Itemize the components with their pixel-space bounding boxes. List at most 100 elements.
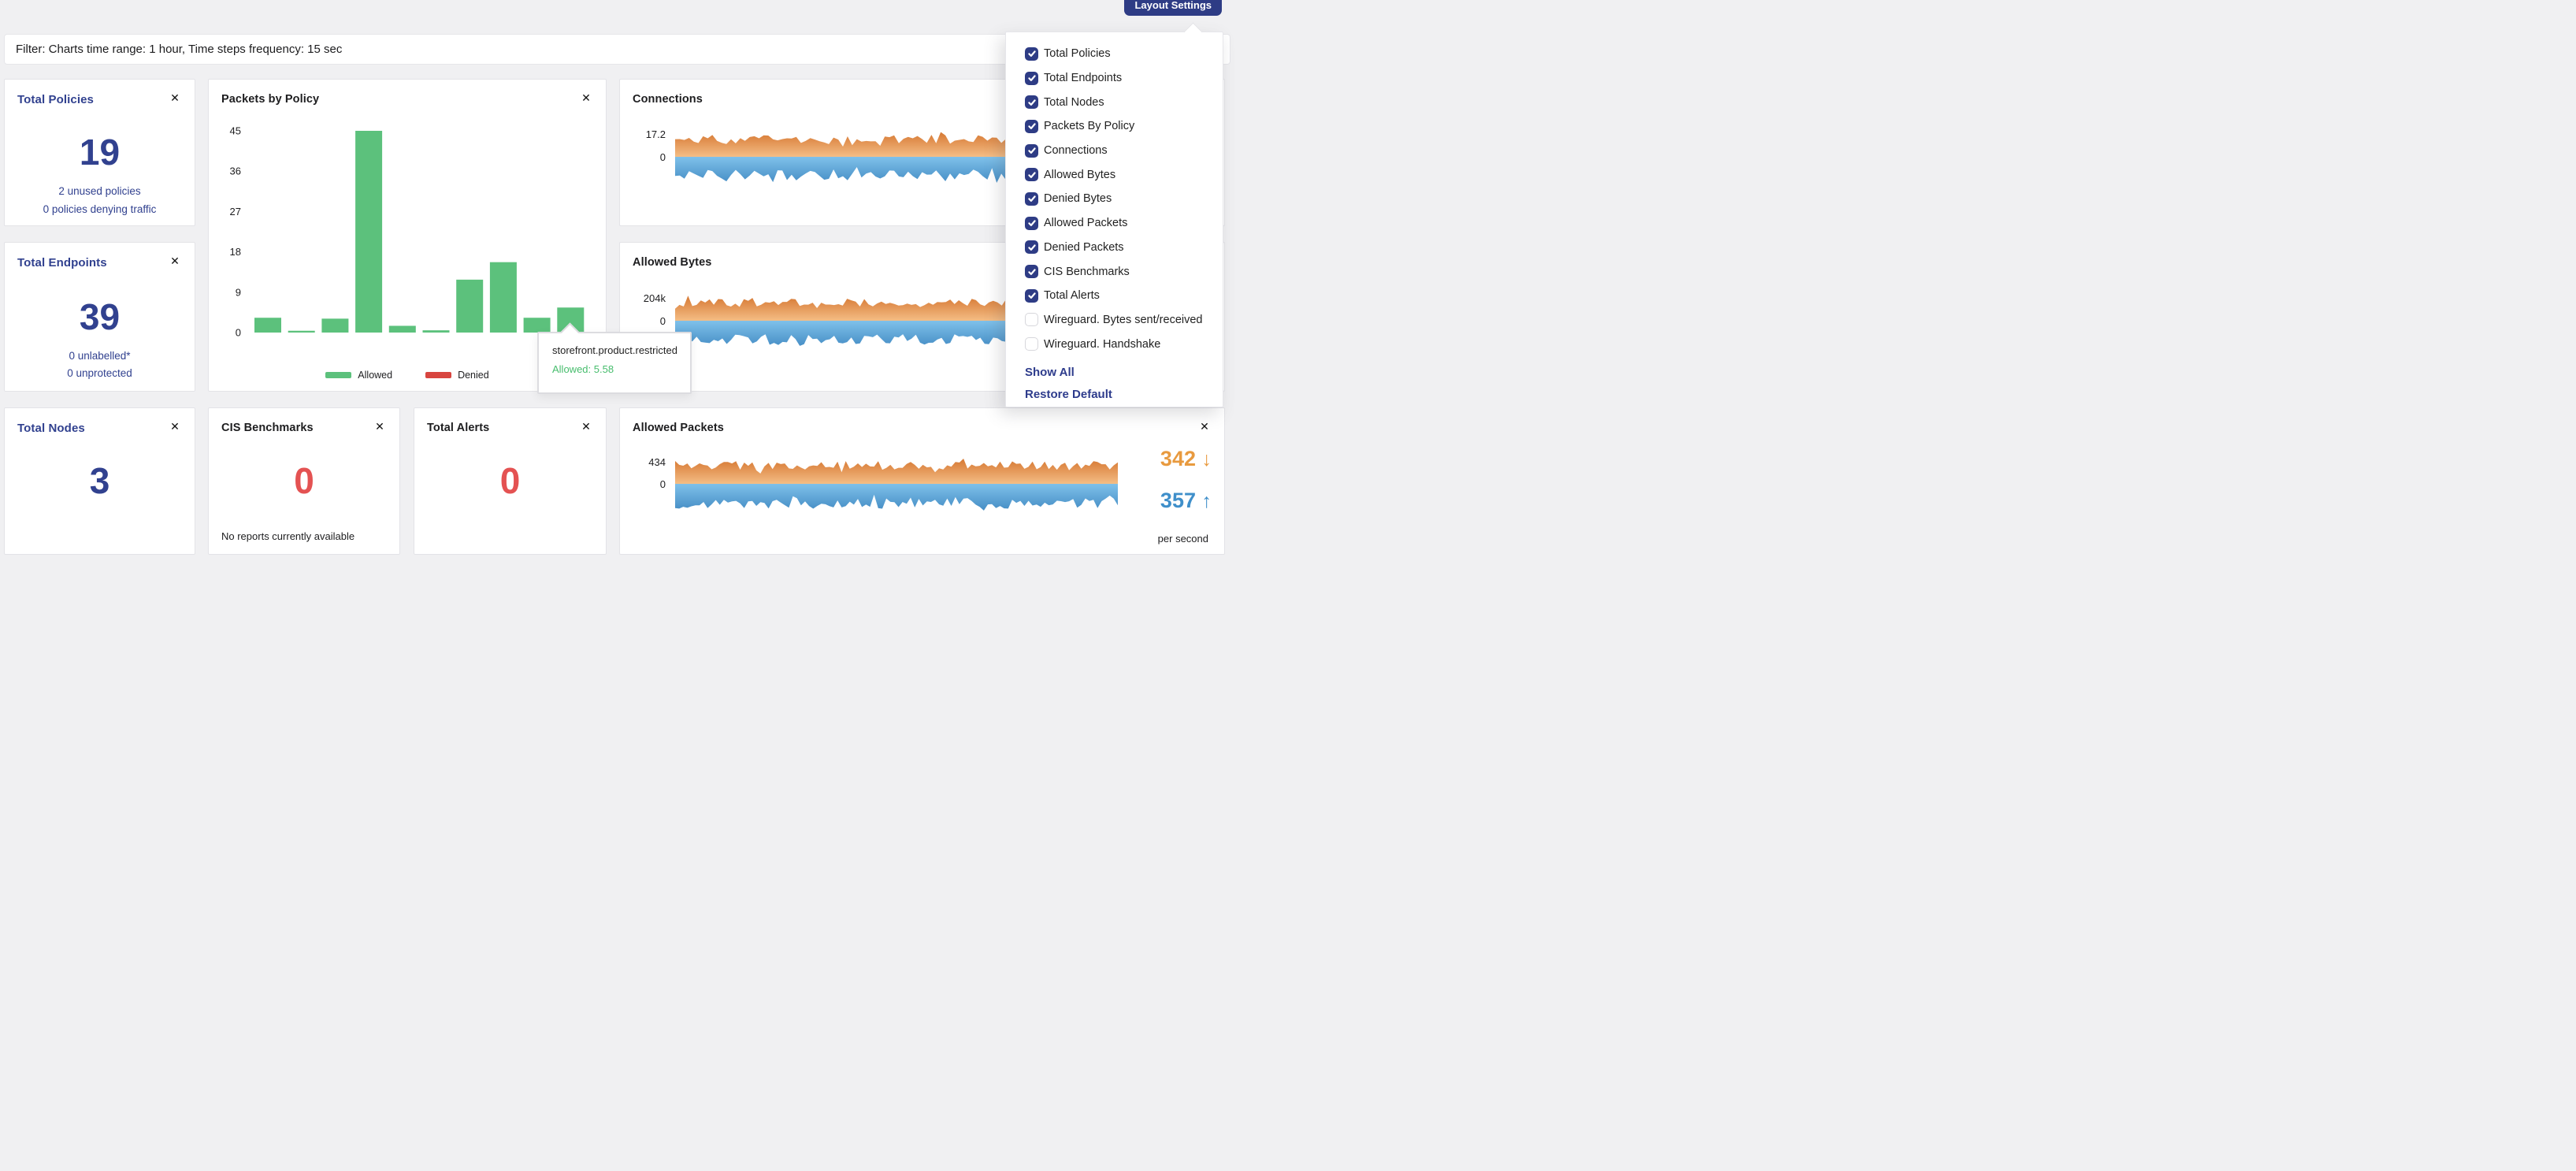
per-second-label: per second <box>1157 533 1208 545</box>
unlabelled-link[interactable]: 0 unlabelled* <box>69 350 131 362</box>
unprotected-link[interactable]: 0 unprotected <box>67 367 132 379</box>
legend-item-allowed[interactable]: Allowed <box>325 370 392 381</box>
allowed-packets-area-chart[interactable] <box>675 454 1118 517</box>
denying-policies-link[interactable]: 0 policies denying traffic <box>43 203 157 215</box>
layout-option-total-policies[interactable]: Total Policies <box>1025 42 1223 66</box>
checkbox-checked-icon[interactable] <box>1025 216 1038 230</box>
total-policies-title: Total Policies <box>17 93 94 106</box>
packets-by-policy-title: Packets by Policy <box>221 93 320 106</box>
svg-text:36: 36 <box>230 165 241 177</box>
allowed-bytes-title: Allowed Bytes <box>633 256 712 269</box>
bar-4 <box>388 325 416 333</box>
layout-option-label: CIS Benchmarks <box>1044 265 1130 278</box>
total-policies-value: 19 <box>79 132 121 173</box>
close-icon[interactable]: ✕ <box>581 420 591 433</box>
svg-text:18: 18 <box>230 246 241 258</box>
chart-legend: Allowed Denied <box>209 370 606 381</box>
layout-option-label: Connections <box>1044 144 1108 158</box>
layout-option-denied-packets[interactable]: Denied Packets <box>1025 236 1223 260</box>
arrow-up-icon: ↑ <box>1201 490 1212 512</box>
svg-text:0: 0 <box>236 327 241 339</box>
layout-option-cis-benchmarks[interactable]: CIS Benchmarks <box>1025 259 1223 284</box>
layout-option-label: Total Nodes <box>1044 95 1104 109</box>
bar-1 <box>288 330 315 333</box>
tooltip-allowed-value: Allowed: 5.58 <box>552 363 614 375</box>
allowed-packets-title: Allowed Packets <box>633 422 724 434</box>
chart-tooltip: storefront.product.restricted Allowed: 5… <box>537 322 692 394</box>
close-icon[interactable]: ✕ <box>375 420 384 433</box>
cis-benchmarks-value: 0 <box>294 460 314 501</box>
layout-option-packets-by-policy[interactable]: Packets By Policy <box>1025 114 1223 139</box>
checkbox-checked-icon[interactable] <box>1025 143 1038 158</box>
layout-option-connections[interactable]: Connections <box>1025 139 1223 163</box>
bar-0 <box>254 318 281 333</box>
checkbox-checked-icon[interactable] <box>1025 119 1038 133</box>
bar-6 <box>456 279 484 333</box>
unused-policies-link[interactable]: 2 unused policies <box>58 185 141 197</box>
layout-settings-button[interactable]: Layout Settings <box>1124 0 1222 16</box>
layout-option-label: Allowed Bytes <box>1044 168 1116 181</box>
layout-option-label: Total Alerts <box>1044 289 1100 303</box>
bar-3 <box>355 131 383 333</box>
checkbox-checked-icon[interactable] <box>1025 168 1038 182</box>
y-axis-max-label: 434 <box>648 456 666 468</box>
total-nodes-title: Total Nodes <box>17 422 85 435</box>
svg-text:45: 45 <box>230 125 241 137</box>
restore-default-link[interactable]: Restore Default <box>1025 387 1112 401</box>
cis-benchmarks-card: CIS Benchmarks ✕ 0 No reports currently … <box>208 407 400 555</box>
checkbox-checked-icon[interactable] <box>1025 191 1038 206</box>
layout-option-label: Allowed Packets <box>1044 217 1128 230</box>
layout-option-total-nodes[interactable]: Total Nodes <box>1025 90 1223 114</box>
total-nodes-value: 3 <box>89 460 110 501</box>
close-icon[interactable]: ✕ <box>170 420 180 433</box>
layout-option-allowed-packets[interactable]: Allowed Packets <box>1025 211 1223 236</box>
legend-swatch <box>425 372 452 378</box>
allowed-packets-panel: Allowed Packets ✕ 434 0 342 ↓ 357 ↑ per … <box>619 407 1225 555</box>
legend-item-denied[interactable]: Denied <box>425 370 489 381</box>
bar-2 <box>321 318 349 333</box>
checkbox-unchecked-icon[interactable] <box>1025 313 1038 327</box>
checkbox-unchecked-icon[interactable] <box>1025 337 1038 351</box>
legend-label: Allowed <box>358 370 393 381</box>
svg-text:9: 9 <box>236 286 241 298</box>
checkbox-checked-icon[interactable] <box>1025 240 1038 255</box>
svg-text:27: 27 <box>230 206 241 217</box>
layout-option-total-alerts[interactable]: Total Alerts <box>1025 284 1223 308</box>
layout-option-label: Packets By Policy <box>1044 120 1135 133</box>
total-endpoints-value: 39 <box>79 296 121 337</box>
packets-received-stat: 342 ↓ <box>1160 447 1212 470</box>
tooltip-policy-name: storefront.product.restricted <box>552 344 677 356</box>
close-icon[interactable]: ✕ <box>170 255 180 267</box>
layout-option-wireguard-handshake[interactable]: Wireguard. Handshake <box>1025 332 1223 356</box>
checkbox-checked-icon[interactable] <box>1025 46 1038 61</box>
dropdown-caret <box>1183 22 1203 42</box>
layout-option-allowed-bytes[interactable]: Allowed Bytes <box>1025 162 1223 187</box>
layout-option-label: Total Endpoints <box>1044 72 1123 85</box>
layout-option-total-endpoints[interactable]: Total Endpoints <box>1025 66 1223 91</box>
show-all-link[interactable]: Show All <box>1025 365 1075 379</box>
legend-label: Denied <box>458 370 489 381</box>
legend-swatch <box>325 372 352 378</box>
layout-option-label: Total Policies <box>1044 47 1111 61</box>
checkbox-checked-icon[interactable] <box>1025 95 1038 110</box>
checkbox-checked-icon[interactable] <box>1025 265 1038 279</box>
cis-benchmarks-note: No reports currently available <box>221 530 355 542</box>
bar-7 <box>489 262 517 333</box>
close-icon[interactable]: ✕ <box>1200 420 1209 433</box>
layout-option-label: Denied Packets <box>1044 240 1124 254</box>
layout-option-label: Wireguard. Bytes sent/received <box>1044 313 1203 326</box>
y-axis-zero-label: 0 <box>659 478 666 490</box>
bar-5 <box>422 330 450 333</box>
layout-option-denied-bytes[interactable]: Denied Bytes <box>1025 187 1223 211</box>
total-endpoints-card: Total Endpoints ✕ 39 0 unlabelled* 0 unp… <box>4 242 195 392</box>
layout-option-label: Denied Bytes <box>1044 192 1112 206</box>
close-icon[interactable]: ✕ <box>581 91 591 104</box>
bar-8 <box>523 318 551 333</box>
layout-option-wireguard-bytes-sent-received[interactable]: Wireguard. Bytes sent/received <box>1025 308 1223 333</box>
checkbox-checked-icon[interactable] <box>1025 71 1038 85</box>
checkbox-checked-icon[interactable] <box>1025 288 1038 303</box>
filter-text: Filter: Charts time range: 1 hour, Time … <box>16 43 343 56</box>
packets-by-policy-bar-chart[interactable]: 45 36 27 18 9 0 <box>209 123 607 359</box>
close-icon[interactable]: ✕ <box>170 91 180 104</box>
layout-options-list: Total Policies Total Endpoints Total Nodes… <box>1025 42 1223 356</box>
